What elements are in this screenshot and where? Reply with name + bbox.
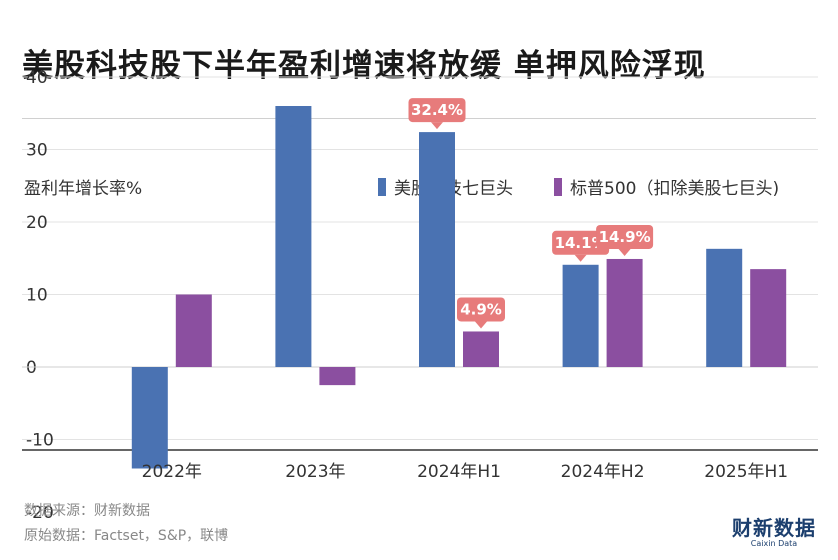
legend-swatch-series-1 <box>378 177 386 196</box>
y-tick-label: 40 <box>26 68 48 88</box>
x-tick-label: 2025年H1 <box>704 462 788 482</box>
bar-1-4 <box>562 264 599 367</box>
bar-2-5 <box>750 269 787 367</box>
callout-label: 32.4% <box>411 101 463 119</box>
y-tick-label: -10 <box>26 431 54 451</box>
y-axis-label: 盈利年增长率% <box>24 179 143 199</box>
callout-pointer <box>475 321 487 329</box>
callout-box <box>408 98 466 123</box>
y-tick-label: 20 <box>26 213 48 233</box>
source-note: 数据来源：财新数据 <box>24 503 150 519</box>
legend-swatch-series-2 <box>554 177 562 196</box>
bar-2-2 <box>319 367 356 386</box>
bar-1-1 <box>131 367 168 469</box>
logo-subtext: Caixin Data <box>750 539 798 548</box>
x-tick-label: 2024年H2 <box>561 462 645 482</box>
bar-2-1 <box>175 294 212 367</box>
callout-box <box>596 224 654 249</box>
y-tick-label: 0 <box>26 358 37 378</box>
y-tick-label: 30 <box>26 141 48 161</box>
logo-text: 财新数据 <box>732 516 816 540</box>
bar-2-3 <box>463 331 499 367</box>
raw-data-note: 原始数据：Factset，S&P，联博 <box>24 528 229 544</box>
y-tick-label: -20 <box>26 503 54 523</box>
x-tick-label: 2022年 <box>142 462 202 482</box>
bar-1-2 <box>275 106 312 367</box>
y-tick-label: 10 <box>26 286 48 306</box>
legend-label-series-2: 标普500（扣除美股七巨头) <box>570 179 780 199</box>
callout-pointer <box>618 248 631 256</box>
bar-1-3 <box>419 132 455 367</box>
callout-label: 4.9% <box>460 300 502 318</box>
callout-box <box>457 297 505 322</box>
bar-1-5 <box>706 248 743 367</box>
callout-label: 14.9% <box>599 228 651 246</box>
x-tick-label: 2023年 <box>285 462 345 482</box>
x-tick-label: 2024年H1 <box>417 462 501 482</box>
callout-label: 14.1% <box>555 234 607 252</box>
chart-title: 美股科技股下半年盈利增速将放缓 单押风险浮现 <box>22 48 706 84</box>
callout-box <box>552 230 610 255</box>
legend-item-series-2: 标普500（扣除美股七巨头) <box>554 174 779 199</box>
callout-pointer <box>431 122 443 130</box>
bar-2-4 <box>606 258 643 367</box>
caixin-data-logo: 财新数据 Caixin Data <box>732 512 816 548</box>
callout-pointer <box>574 254 587 262</box>
